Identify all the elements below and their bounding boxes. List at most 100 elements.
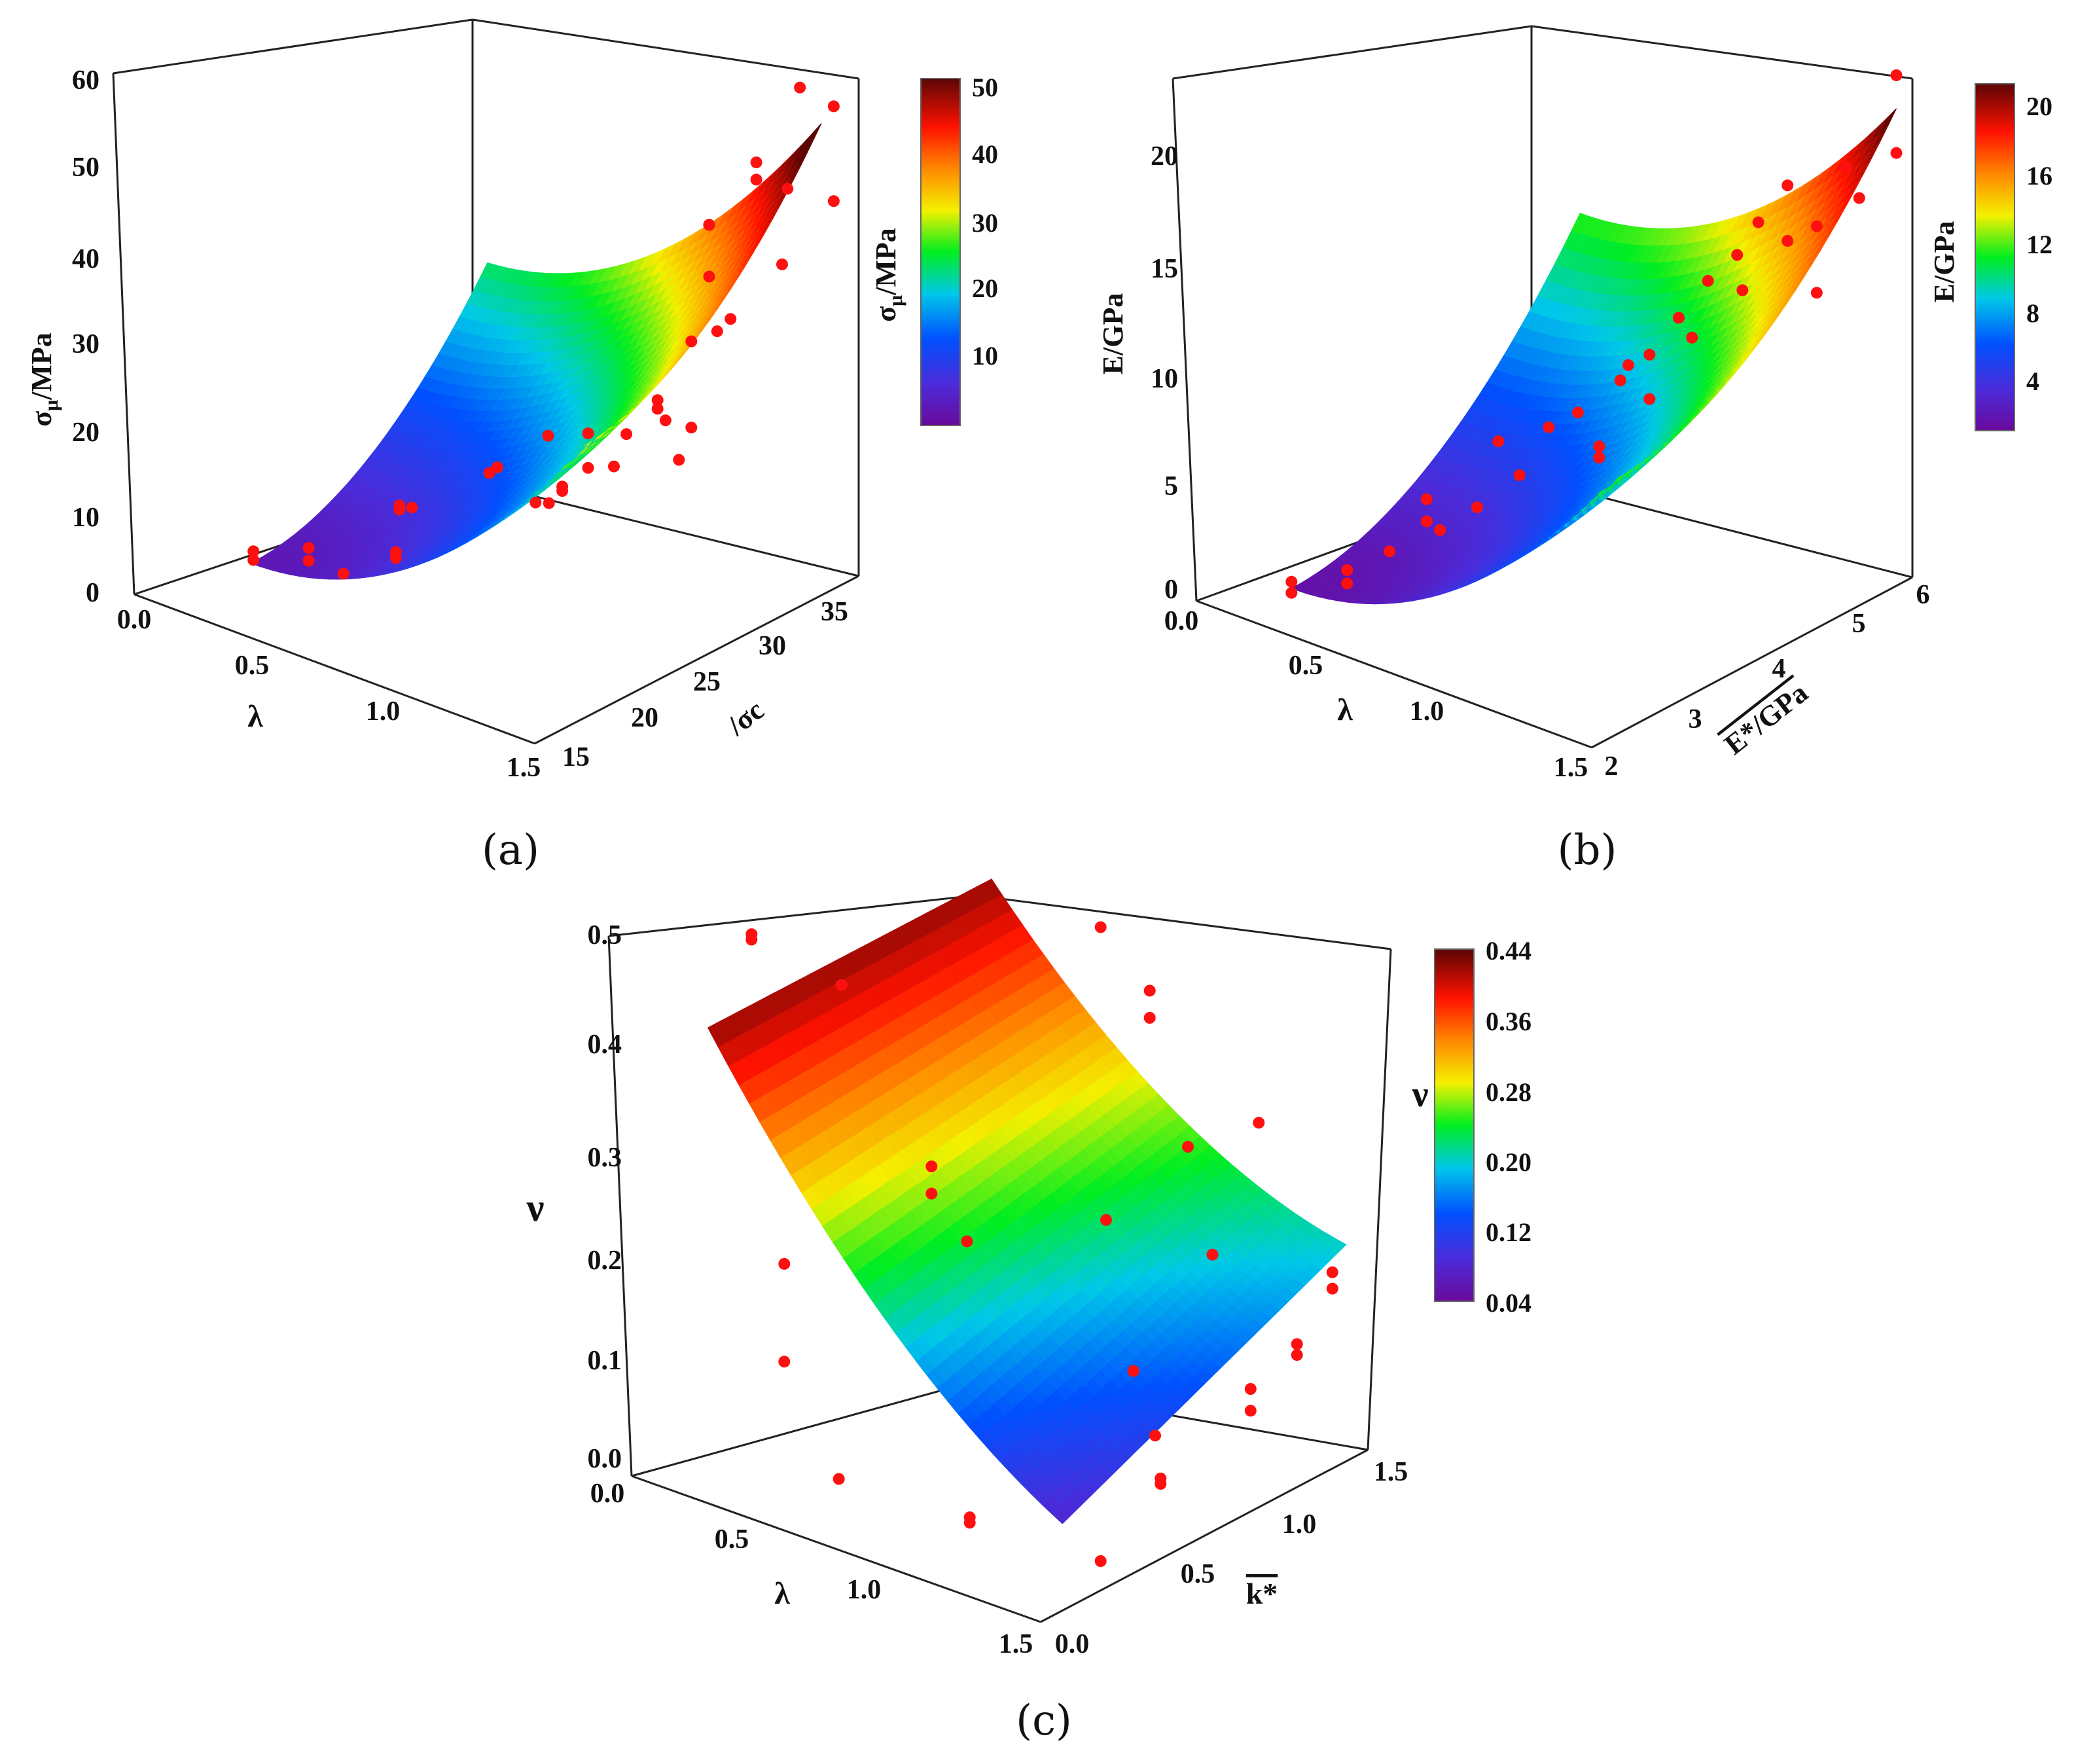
c-frame-edge — [1040, 1449, 1369, 1623]
a-colorbar-tick-label: 10 — [972, 341, 998, 370]
b-data-point — [1810, 220, 1823, 232]
a-colorbar-ticks: 10 20 30 40 50 — [972, 73, 998, 370]
b-z-tick-label: 10 — [1151, 364, 1178, 394]
a-data-points — [247, 81, 840, 580]
b-y-tick-label: 2 — [1605, 751, 1619, 782]
b-data-point — [1571, 406, 1584, 419]
a-data-point — [393, 499, 406, 512]
b-data-point — [1513, 469, 1526, 481]
a-x-axis-label: λ — [247, 699, 263, 734]
b-data-point — [1420, 493, 1433, 505]
b-frame-edge — [1531, 25, 1913, 80]
a-y-tick-label: 15 — [562, 742, 590, 772]
b-data-point — [1434, 524, 1446, 536]
a-data-point — [659, 414, 672, 427]
b-data-points — [1285, 69, 1903, 599]
b-data-point — [1702, 275, 1714, 287]
a-data-point — [703, 219, 715, 231]
b-z-axis-label: E/GPa — [1097, 293, 1129, 375]
b-z-tick-label: 20 — [1151, 141, 1178, 171]
c-data-points — [745, 921, 1338, 1567]
c-caption: (c) — [1016, 1697, 1072, 1745]
c-frame-edge — [607, 935, 633, 1477]
c-data-point — [745, 933, 758, 946]
b-data-point — [1341, 564, 1353, 576]
c-data-point — [1291, 1338, 1303, 1350]
a-colorbar-tick-label: 20 — [972, 274, 998, 303]
a-y-tick-label: 25 — [693, 667, 721, 697]
b-colorbar-label: E/GPa — [1928, 221, 1960, 303]
b-frame-edge — [1591, 576, 1913, 749]
c-z-tick-label: 0.0 — [588, 1444, 622, 1474]
a-data-point — [542, 429, 554, 442]
c-data-point — [1094, 921, 1107, 933]
c-data-point — [833, 1473, 845, 1485]
c-z-axis-label: ν — [526, 1186, 545, 1229]
a-data-point — [543, 497, 555, 509]
a-data-point — [725, 313, 737, 325]
a-data-point — [337, 567, 349, 580]
c-colorbar-ticks: 0.04 0.12 0.20 0.28 0.36 0.44 — [1486, 936, 1532, 1318]
b-colorbar — [1975, 83, 2015, 431]
b-data-point — [1285, 586, 1298, 599]
b-colorbar-tick-label: 4 — [2026, 367, 2039, 396]
c-z-tick-label: 0.4 — [588, 1030, 622, 1060]
a-data-point — [685, 422, 698, 434]
b-data-point — [1686, 331, 1698, 344]
b-data-point — [1341, 577, 1353, 590]
b-z-tick-label: 0 — [1164, 575, 1178, 605]
a-z-tick-label: 40 — [72, 244, 99, 274]
c-colorbar-tick-label: 0.28 — [1486, 1077, 1532, 1107]
c-colorbar-tick-label: 0.44 — [1486, 936, 1532, 965]
c-data-point — [835, 979, 848, 991]
c-data-point — [1143, 984, 1156, 997]
c-frame-edge — [631, 1380, 976, 1477]
b-colorbar-tick-label: 20 — [2026, 92, 2052, 121]
c-y-tick-label: 1.5 — [1374, 1457, 1408, 1487]
c-data-point — [1244, 1383, 1257, 1395]
a-y-tick-label: 35 — [821, 597, 848, 627]
c-x-tick-label: 0.0 — [590, 1479, 625, 1509]
a-x-tick-label: 1.0 — [366, 696, 401, 727]
a-data-point — [685, 335, 698, 348]
b-surface — [1290, 108, 1897, 605]
c-x-tick-label: 1.5 — [999, 1629, 1033, 1659]
c-y-axis-label: k* — [1246, 1577, 1278, 1610]
b-data-point — [1853, 192, 1865, 204]
b-colorbar-tick-label: 8 — [2026, 298, 2039, 328]
b-data-point — [1471, 501, 1483, 513]
a-data-point — [711, 325, 723, 338]
b-data-point — [1890, 69, 1903, 81]
c-frame-edge — [631, 1475, 1041, 1623]
c-colorbar-tick-label: 0.20 — [1486, 1147, 1532, 1177]
a-y-tick-label: 20 — [631, 703, 658, 733]
c-data-point — [1143, 1012, 1156, 1024]
c-data-point — [1127, 1365, 1139, 1377]
panel-b: 0 5 10 15 20 0.0 0.5 1.0 1.5 2 3 4 5 6 E/GPa λ E*/GPa… — [1097, 25, 2052, 874]
b-data-point — [1420, 515, 1433, 528]
a-colorbar-label: σμ/MPa — [870, 228, 906, 322]
a-frame-edge — [534, 575, 859, 745]
b-axes-frame — [1172, 25, 1914, 749]
b-data-point — [1736, 284, 1749, 297]
a-data-point — [651, 403, 664, 415]
b-surface-cell — [1364, 598, 1386, 605]
b-z-tick-label: 15 — [1151, 254, 1178, 284]
b-data-point — [1543, 421, 1555, 433]
b-x-tick-label: 1.5 — [1554, 753, 1588, 783]
a-data-point — [582, 427, 594, 440]
c-data-point — [1326, 1266, 1338, 1278]
c-y-tick-label: 0.5 — [1181, 1559, 1215, 1589]
a-data-point — [389, 552, 402, 564]
a-x-tick-label: 1.5 — [507, 753, 541, 783]
c-data-point — [778, 1356, 791, 1368]
c-data-point — [925, 1187, 938, 1200]
c-surface — [707, 878, 1347, 1524]
b-x-tick-label: 0.0 — [1164, 606, 1199, 636]
a-z-tick-label: 20 — [72, 418, 99, 448]
a-tick-labels: 0 10 20 30 40 50 60 0.0 0.5 1.0 1.5 15 20 25 30 35 — [72, 65, 848, 783]
b-colorbar-ticks: 4 8 12 16 20 — [2026, 92, 2052, 396]
a-y-axis-label: /σc — [721, 694, 770, 742]
c-y-tick-label: 0.0 — [1055, 1629, 1090, 1659]
b-x-tick-label: 0.5 — [1289, 651, 1323, 681]
